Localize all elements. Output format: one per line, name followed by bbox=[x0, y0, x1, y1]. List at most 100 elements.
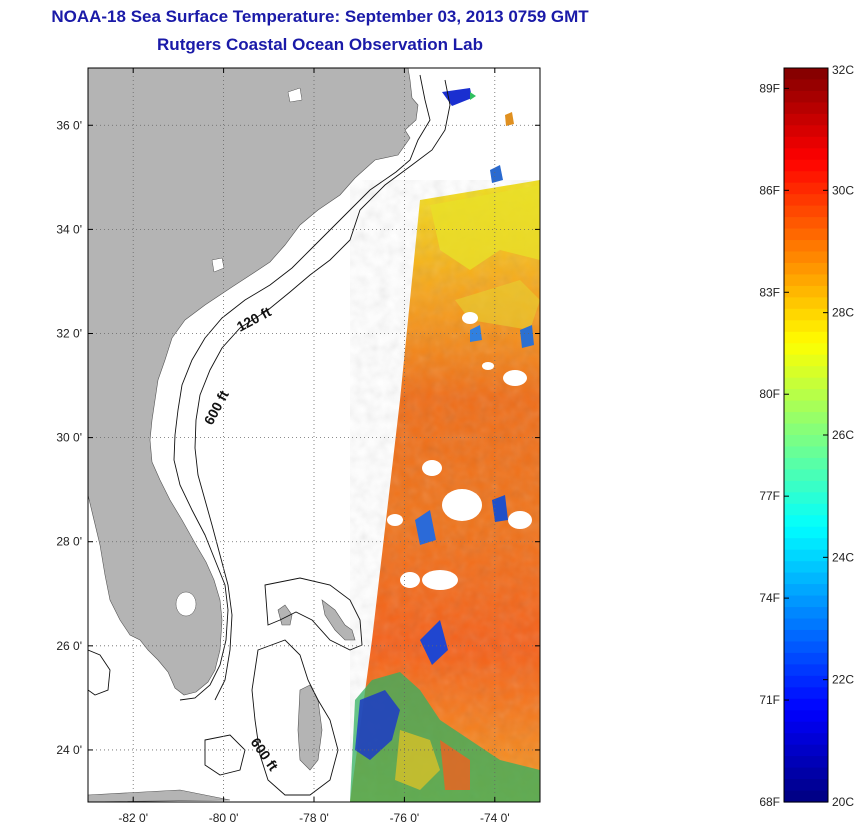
colorbar-swatch bbox=[784, 480, 828, 493]
lat-tick-label: 36 0' bbox=[56, 118, 82, 132]
colorbar-swatch bbox=[784, 297, 828, 310]
chart-title: NOAA-18 Sea Surface Temperature: Septemb… bbox=[51, 7, 589, 26]
lat-tick-label: 24 0' bbox=[56, 743, 82, 757]
colorbar-swatch bbox=[784, 194, 828, 207]
colorbar-swatch bbox=[784, 710, 828, 723]
colorbar-swatch bbox=[784, 503, 828, 516]
colorbar-swatch bbox=[784, 446, 828, 459]
colorbar-swatch bbox=[784, 584, 828, 597]
colorbar-swatch bbox=[784, 68, 828, 81]
colorbar-label-f: 80F bbox=[759, 387, 780, 401]
land-mass bbox=[88, 68, 419, 802]
colorbar-swatch bbox=[784, 217, 828, 230]
bathymetry-contours bbox=[88, 74, 451, 796]
colorbar-swatch bbox=[784, 538, 828, 551]
colorbar-label-c: 32C bbox=[832, 63, 854, 77]
colorbar-label-c: 24C bbox=[832, 550, 854, 564]
colorbar-swatch bbox=[784, 400, 828, 413]
colorbar-swatch bbox=[784, 515, 828, 528]
colorbar-swatch bbox=[784, 561, 828, 574]
colorbar-swatch bbox=[784, 744, 828, 757]
colorbar-swatch bbox=[784, 113, 828, 126]
colorbar-label-f: 86F bbox=[759, 183, 780, 197]
lat-tick-label: 28 0' bbox=[56, 535, 82, 549]
colorbar-label-f: 68F bbox=[759, 795, 780, 809]
colorbar-swatch bbox=[784, 790, 828, 803]
lon-tick-label: -82 0' bbox=[118, 811, 148, 825]
colorbar-swatch bbox=[784, 228, 828, 241]
colorbar-swatch bbox=[784, 251, 828, 264]
colorbar-label-f: 83F bbox=[759, 285, 780, 299]
map-grid bbox=[88, 68, 540, 802]
colorbar-label-c: 26C bbox=[832, 428, 854, 442]
colorbar-swatch bbox=[784, 354, 828, 367]
colorbar-swatch bbox=[784, 136, 828, 149]
colorbar-swatches bbox=[784, 68, 828, 803]
colorbar-swatch bbox=[784, 102, 828, 115]
colorbar-label-f: 89F bbox=[759, 81, 780, 95]
colorbar-swatch bbox=[784, 492, 828, 505]
colorbar-swatch bbox=[784, 618, 828, 631]
lon-tick-label: -80 0' bbox=[209, 811, 239, 825]
colorbar-swatch bbox=[784, 171, 828, 184]
colorbar-label-f: 71F bbox=[759, 693, 780, 707]
colorbar-swatch bbox=[784, 595, 828, 608]
colorbar-swatch bbox=[784, 182, 828, 195]
colorbar-swatch bbox=[784, 435, 828, 448]
lat-tick-label: 26 0' bbox=[56, 639, 82, 653]
colorbar-swatch bbox=[784, 343, 828, 356]
colorbar-swatch bbox=[784, 687, 828, 700]
lon-tick-label: -74 0' bbox=[480, 811, 510, 825]
colorbar-swatch bbox=[784, 675, 828, 688]
colorbar-swatch bbox=[784, 733, 828, 746]
colorbar-swatch bbox=[784, 549, 828, 562]
chart-subtitle: Rutgers Coastal Ocean Observation Lab bbox=[157, 35, 483, 54]
colorbar-label-f: 74F bbox=[759, 591, 780, 605]
colorbar-swatch bbox=[784, 159, 828, 172]
lon-tick-label: -76 0' bbox=[390, 811, 420, 825]
longitude-axis: -82 0' -80 0' -78 0' -76 0' -74 0' bbox=[118, 68, 510, 825]
colorbar-swatch bbox=[784, 148, 828, 161]
colorbar-swatch bbox=[784, 721, 828, 734]
latitude-axis: 36 0' 34 0' 32 0' 30 0' 28 0' 26 0' 24 0' bbox=[56, 118, 540, 757]
colorbar-swatch bbox=[784, 377, 828, 390]
colorbar-swatch bbox=[784, 664, 828, 677]
colorbar-swatch bbox=[784, 125, 828, 138]
colorbar-swatch bbox=[784, 457, 828, 471]
colorbar-swatch bbox=[784, 469, 828, 482]
colorbar-swatch bbox=[784, 274, 828, 287]
colorbar-swatch bbox=[784, 641, 828, 654]
colorbar-celsius-labels: 32C 30C 28C 26C 24C 22C 20C bbox=[823, 63, 854, 809]
colorbar-swatch bbox=[784, 79, 828, 92]
colorbar-swatch bbox=[784, 423, 828, 436]
colorbar-swatch bbox=[784, 526, 828, 539]
colorbar-swatch bbox=[784, 767, 828, 780]
colorbar-swatch bbox=[784, 629, 828, 643]
colorbar-swatch bbox=[784, 652, 828, 665]
colorbar-swatch bbox=[784, 240, 828, 253]
colorbar-swatch bbox=[784, 572, 828, 585]
colorbar-label-c: 30C bbox=[832, 183, 854, 197]
colorbar-swatch bbox=[784, 779, 828, 792]
colorbar-swatch bbox=[784, 389, 828, 402]
colorbar-swatch bbox=[784, 308, 828, 321]
colorbar-swatch bbox=[784, 412, 828, 425]
colorbar-swatch bbox=[784, 331, 828, 344]
lat-tick-label: 34 0' bbox=[56, 222, 82, 236]
colorbar-label-c: 20C bbox=[832, 795, 854, 809]
colorbar-swatch bbox=[784, 262, 828, 276]
colorbar-swatch bbox=[784, 320, 828, 333]
lat-tick-label: 32 0' bbox=[56, 326, 82, 340]
colorbar-label-f: 77F bbox=[759, 489, 780, 503]
colorbar-label-c: 28C bbox=[832, 306, 854, 320]
sst-swath bbox=[350, 88, 540, 802]
colorbar-swatch bbox=[784, 366, 828, 379]
colorbar-swatch bbox=[784, 607, 828, 620]
lat-tick-label: 30 0' bbox=[56, 431, 82, 445]
colorbar-swatch bbox=[784, 698, 828, 711]
colorbar-fahrenheit-labels: 89F 86F 83F 80F 77F 74F 71F 68F bbox=[759, 81, 789, 809]
colorbar-swatch bbox=[784, 90, 828, 104]
colorbar-swatch bbox=[784, 285, 828, 298]
